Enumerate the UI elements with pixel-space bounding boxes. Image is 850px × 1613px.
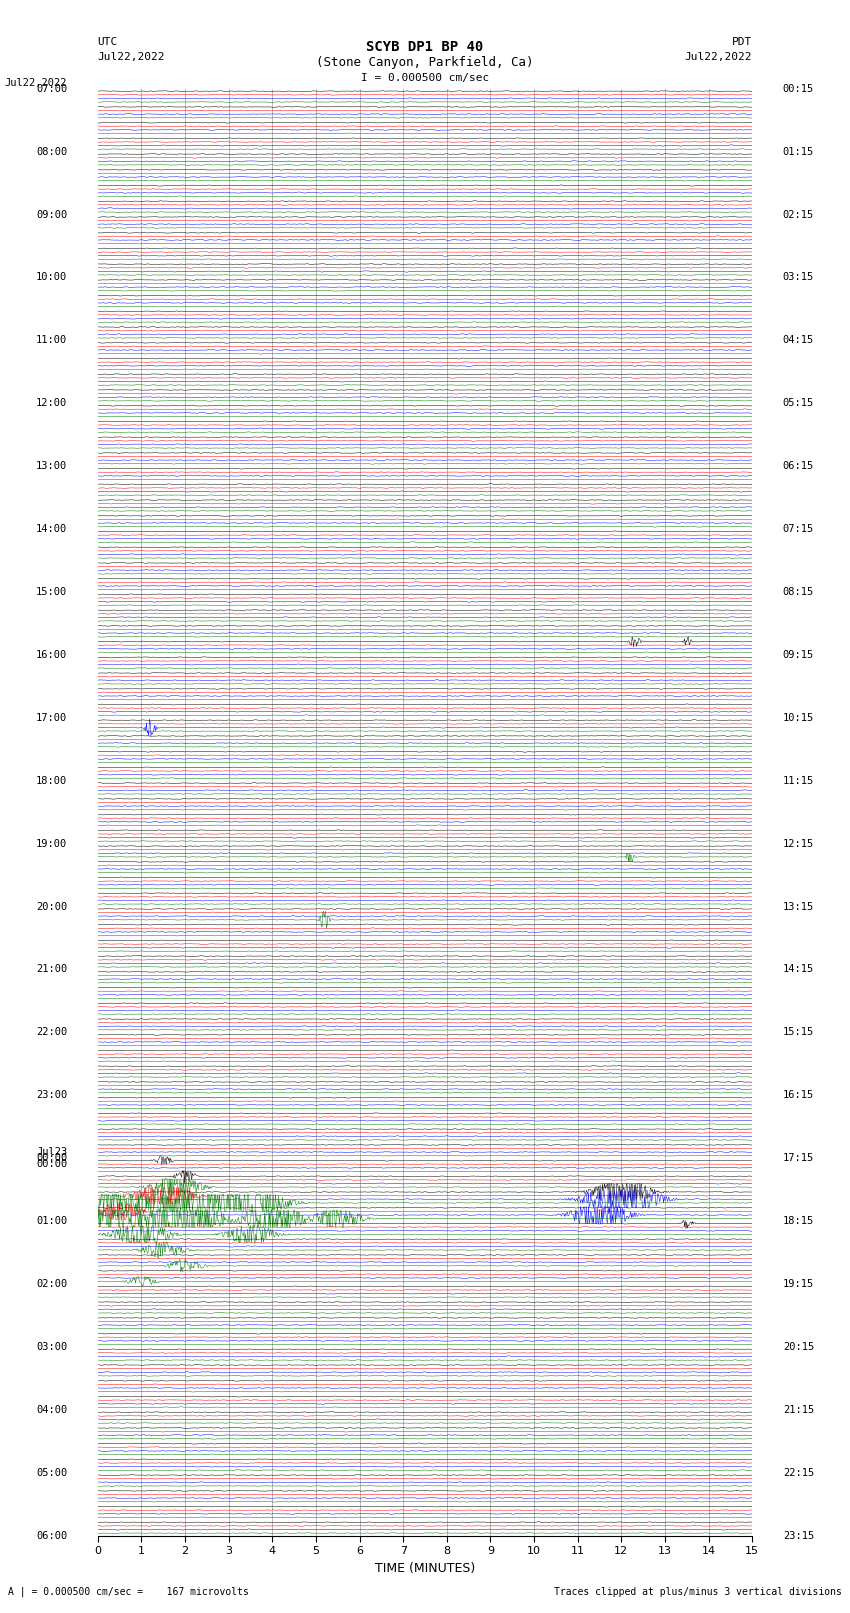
Text: 05:15: 05:15 (783, 398, 814, 408)
Text: 22:15: 22:15 (783, 1468, 814, 1478)
Text: 11:00: 11:00 (36, 336, 67, 345)
Text: 02:15: 02:15 (783, 210, 814, 219)
Text: 16:00: 16:00 (36, 650, 67, 660)
Text: 00:15: 00:15 (783, 84, 814, 94)
Text: 04:00: 04:00 (36, 1405, 67, 1415)
Text: 14:15: 14:15 (783, 965, 814, 974)
Text: 06:00: 06:00 (36, 1531, 67, 1540)
Text: 21:00: 21:00 (36, 965, 67, 974)
Text: 12:15: 12:15 (783, 839, 814, 848)
Text: 07:00: 07:00 (36, 84, 67, 94)
Text: 16:15: 16:15 (783, 1090, 814, 1100)
Text: A | = 0.000500 cm/sec =    167 microvolts: A | = 0.000500 cm/sec = 167 microvolts (8, 1586, 249, 1597)
Text: 19:15: 19:15 (783, 1279, 814, 1289)
Text: 08:15: 08:15 (783, 587, 814, 597)
X-axis label: TIME (MINUTES): TIME (MINUTES) (375, 1561, 475, 1574)
Text: 23:15: 23:15 (783, 1531, 814, 1540)
Text: (Stone Canyon, Parkfield, Ca): (Stone Canyon, Parkfield, Ca) (316, 56, 534, 69)
Text: 14:00: 14:00 (36, 524, 67, 534)
Text: Jul23
00:00: Jul23 00:00 (36, 1147, 67, 1169)
Text: Jul22,2022: Jul22,2022 (685, 52, 752, 61)
Text: UTC: UTC (98, 37, 118, 47)
Text: Traces clipped at plus/minus 3 vertical divisions: Traces clipped at plus/minus 3 vertical … (553, 1587, 842, 1597)
Text: 04:15: 04:15 (783, 336, 814, 345)
Text: 07:15: 07:15 (783, 524, 814, 534)
Text: 09:15: 09:15 (783, 650, 814, 660)
Text: 13:15: 13:15 (783, 902, 814, 911)
Text: 13:00: 13:00 (36, 461, 67, 471)
Text: Jul22,2022: Jul22,2022 (98, 52, 165, 61)
Text: 21:15: 21:15 (783, 1405, 814, 1415)
Text: 01:15: 01:15 (783, 147, 814, 156)
Text: 00:00: 00:00 (36, 1153, 67, 1163)
Text: 15:15: 15:15 (783, 1027, 814, 1037)
Text: 10:15: 10:15 (783, 713, 814, 723)
Text: 12:00: 12:00 (36, 398, 67, 408)
Text: 18:00: 18:00 (36, 776, 67, 786)
Text: PDT: PDT (732, 37, 752, 47)
Text: 01:00: 01:00 (36, 1216, 67, 1226)
Text: 19:00: 19:00 (36, 839, 67, 848)
Text: 17:00: 17:00 (36, 713, 67, 723)
Text: 03:15: 03:15 (783, 273, 814, 282)
Text: 09:00: 09:00 (36, 210, 67, 219)
Text: 10:00: 10:00 (36, 273, 67, 282)
Text: 08:00: 08:00 (36, 147, 67, 156)
Text: 20:15: 20:15 (783, 1342, 814, 1352)
Text: 18:15: 18:15 (783, 1216, 814, 1226)
Text: 23:00: 23:00 (36, 1090, 67, 1100)
Text: Jul22,2022: Jul22,2022 (5, 77, 67, 89)
Text: 11:15: 11:15 (783, 776, 814, 786)
Text: I = 0.000500 cm/sec: I = 0.000500 cm/sec (361, 73, 489, 82)
Text: 03:00: 03:00 (36, 1342, 67, 1352)
Text: 06:15: 06:15 (783, 461, 814, 471)
Text: 17:15: 17:15 (783, 1153, 814, 1163)
Text: 20:00: 20:00 (36, 902, 67, 911)
Text: 05:00: 05:00 (36, 1468, 67, 1478)
Text: 02:00: 02:00 (36, 1279, 67, 1289)
Text: 22:00: 22:00 (36, 1027, 67, 1037)
Text: SCYB DP1 BP 40: SCYB DP1 BP 40 (366, 40, 484, 55)
Text: 15:00: 15:00 (36, 587, 67, 597)
